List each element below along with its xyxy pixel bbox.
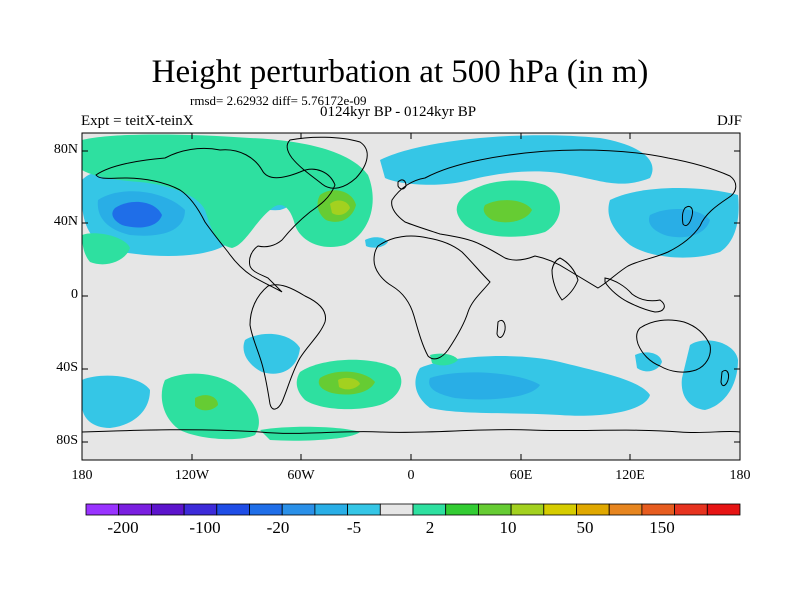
lat-label-40n: 40N: [53, 214, 78, 229]
positive-anomaly-south-atlantic-core: [338, 377, 360, 390]
lon-label-120w: 120W: [174, 468, 210, 483]
negative-anomaly-north-pacific-core: [112, 201, 162, 228]
positive-anomaly-north-america: [82, 134, 373, 248]
colorbar-label: -200: [107, 518, 139, 537]
lat-label-0: 0: [71, 287, 78, 302]
africa-coast: [373, 235, 491, 360]
colorbar-swatch: [281, 503, 316, 516]
colorbar-swatch: [510, 503, 545, 516]
coastlines: [82, 136, 740, 434]
colorbar: [85, 503, 741, 516]
antarctica-coast: [82, 429, 740, 434]
colorbar-swatch: [641, 503, 676, 516]
colorbar-swatch: [314, 503, 348, 516]
lon-label-0: 0: [407, 468, 415, 483]
lat-label-80s: 80S: [56, 433, 78, 448]
lon-label-180e: 180: [729, 468, 751, 483]
negative-anomaly-north-atlantic-small: [365, 237, 388, 248]
season-label: DJF: [716, 113, 742, 129]
eurasia-coast: [391, 149, 737, 289]
colorbar-swatch: [477, 503, 512, 516]
colorbar-swatch: [543, 503, 577, 516]
negative-anomaly-east-asia-inner: [648, 208, 710, 238]
axis-ticks: [81, 133, 741, 460]
lon-label-120e: 120E: [615, 468, 645, 483]
negative-anomaly-australia-east: [681, 340, 738, 410]
lon-label-60w: 60W: [287, 468, 315, 483]
period-subtitle: 0124kyr BP - 0124kyr BP: [320, 104, 477, 120]
positive-anomaly-north-america-core: [330, 200, 350, 216]
colorbar-swatch: [347, 503, 381, 516]
colorbar-label: 150: [649, 518, 675, 537]
colorbar-swatch: [706, 503, 741, 516]
negative-anomaly-south-america: [243, 333, 300, 374]
positive-anomaly-indian-ocean: [430, 353, 458, 366]
colorbar-swatch: [249, 503, 283, 516]
colorbar-swatch: [183, 503, 218, 516]
positive-anomaly-eurasia-inner: [483, 200, 532, 223]
experiment-label: Expt = teitX-teinX: [81, 113, 194, 129]
colorbar-swatch: [118, 503, 152, 516]
southeast-asia-coast: [604, 277, 665, 313]
colorbar-label: -100: [189, 518, 221, 537]
india-coast: [551, 257, 579, 301]
north-america-coast: [95, 147, 336, 293]
colorbar-swatch: [576, 503, 610, 516]
colorbar-swatch: [445, 503, 479, 516]
colorbar-swatch: [674, 503, 708, 516]
new-zealand-coast: [720, 369, 729, 387]
colorbar-swatch: [85, 503, 120, 516]
negative-anomaly-southern-ocean-inner: [429, 372, 540, 400]
lat-label-40s: 40S: [56, 360, 78, 375]
colorbar-label: 10: [499, 518, 517, 537]
colorbar-label: -20: [266, 518, 290, 537]
colorbar-label: -5: [346, 518, 362, 537]
colorbar-swatch: [150, 503, 185, 516]
uk-coast: [397, 179, 407, 190]
negative-anomaly-arctic-band: [380, 135, 653, 185]
positive-anomaly-south-pacific-inner: [195, 395, 218, 411]
south-america-coast: [249, 284, 327, 410]
lon-label-60e: 60E: [509, 468, 533, 483]
negative-anomaly-indian-ocean-small: [635, 352, 662, 372]
australia-coast: [636, 319, 711, 373]
colorbar-swatch: [216, 503, 250, 516]
positive-anomaly-antarctic-edge: [260, 426, 360, 441]
greenland-coast: [286, 136, 368, 189]
stats-subtitle: rmsd= 2.62932 diff= 5.76172e-09: [190, 93, 367, 108]
negative-anomaly-south-pacific: [82, 375, 150, 428]
japan-coast: [681, 205, 693, 227]
colorbar-swatch: [412, 503, 447, 516]
positive-anomaly-central-pacific: [82, 233, 130, 265]
colorbar-swatch: [379, 503, 414, 516]
contour-field: [82, 134, 740, 441]
lat-label-80n: 80N: [53, 142, 78, 157]
colorbar-label: 50: [576, 518, 594, 537]
madagascar-coast: [496, 319, 506, 338]
colorbar-swatch: [608, 503, 643, 516]
map-title: Height perturbation at 500 hPa (in m): [151, 54, 649, 90]
lon-label-180w: 180: [71, 468, 93, 483]
colorbar-label: 2: [425, 518, 435, 537]
